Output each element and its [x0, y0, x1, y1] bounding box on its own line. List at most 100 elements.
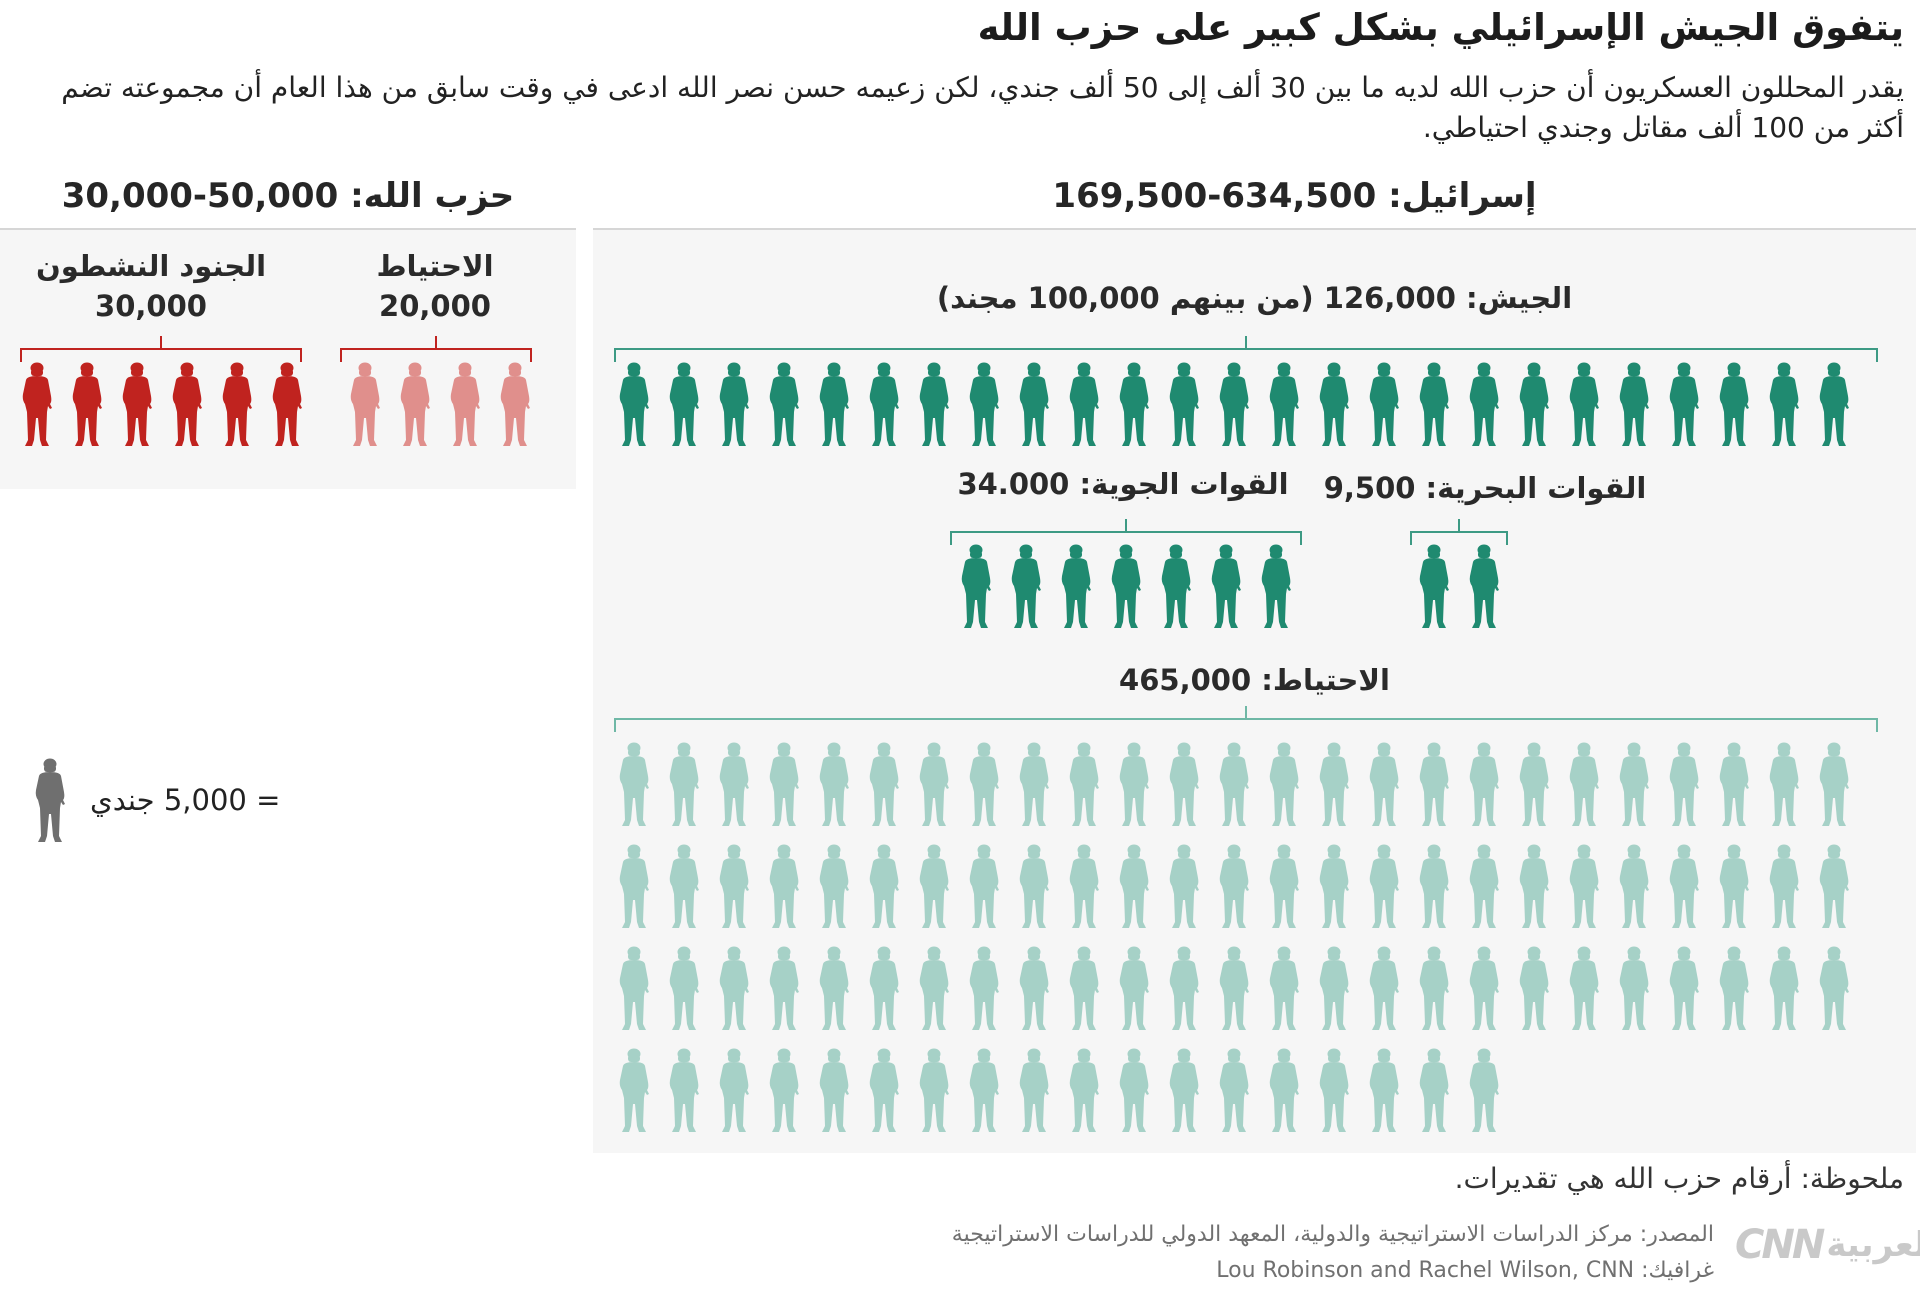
soldier-icon [1509, 944, 1559, 1032]
israel-panel: الجيش: 126,000 (من بينهم 100,000 مجند) ا… [593, 228, 1916, 1153]
soldier-icon [609, 360, 659, 448]
soldier-icon [759, 360, 809, 448]
soldier-icon [1359, 740, 1409, 828]
reserves-row [609, 944, 1859, 1032]
soldier-icon [809, 842, 859, 930]
soldier-icon [609, 842, 659, 930]
israel-airforce-bracket [950, 519, 1302, 545]
soldier-icon [1009, 360, 1059, 448]
soldier-icon [859, 842, 909, 930]
israel-airforce-label: القوات الجوية: 34.000 [957, 467, 1289, 501]
soldier-icon [759, 944, 809, 1032]
soldier-icon [62, 360, 112, 448]
soldier-icon [1009, 842, 1059, 930]
soldier-icon [1209, 944, 1259, 1032]
israel-army-bracket [614, 336, 1878, 362]
soldier-icon [1359, 360, 1409, 448]
hezbollah-reserve-label: الاحتياط [376, 249, 494, 283]
logo-arabic: بالعربية [1826, 1225, 1920, 1265]
soldier-icon [1709, 360, 1759, 448]
soldier-icon [1609, 944, 1659, 1032]
soldier-icon [1459, 740, 1509, 828]
soldier-icon [1609, 842, 1659, 930]
soldier-icon [659, 944, 709, 1032]
legend-text: = 5,000 جندي [90, 783, 281, 817]
soldier-icon [609, 740, 659, 828]
soldier-icon [1459, 1046, 1509, 1134]
footer-note: ملحوظة: أرقام حزب الله هي تقديرات. [1454, 1162, 1904, 1195]
soldier-icon [809, 1046, 859, 1134]
israel-navy-label: القوات البحرية: 9,500 [1323, 471, 1647, 505]
soldier-icon [1709, 740, 1759, 828]
soldier-icon [1059, 360, 1109, 448]
soldier-icon [1759, 944, 1809, 1032]
soldier-icon [1409, 1046, 1459, 1134]
israel-navy-icons [1409, 542, 1509, 630]
soldier-icon [1059, 1046, 1109, 1134]
soldier-icon [1709, 944, 1759, 1032]
israel-reserves-bracket [614, 706, 1878, 732]
reserves-row [609, 1046, 1509, 1134]
soldier-icon [490, 360, 540, 448]
soldier-icon [1709, 842, 1759, 930]
soldier-icon [162, 360, 212, 448]
soldier-icon [340, 360, 390, 448]
soldier-icon [1259, 1046, 1309, 1134]
soldier-icon [1259, 842, 1309, 930]
soldier-icon [1659, 740, 1709, 828]
soldier-icon [959, 1046, 1009, 1134]
soldier-icon [759, 842, 809, 930]
soldier-icon [1159, 842, 1209, 930]
israel-heading: إسرائيل: 634,500-169,500 [1052, 176, 1537, 216]
soldier-icon [1159, 1046, 1209, 1134]
soldier-icon [12, 360, 62, 448]
soldier-icon [1209, 842, 1259, 930]
soldier-icon [1359, 1046, 1409, 1134]
soldier-icon [959, 360, 1009, 448]
footer-source: المصدر: مركز الدراسات الاستراتيجية والدو… [951, 1222, 1714, 1247]
soldier-icon [709, 842, 759, 930]
soldier-icon [659, 360, 709, 448]
soldier-icon [1259, 740, 1309, 828]
soldier-icon [1409, 740, 1459, 828]
chart-subtitle: يقدر المحللون العسكريون أن حزب الله لديه… [61, 71, 1904, 144]
israel-army-icons [609, 360, 1859, 448]
soldier-icon [659, 842, 709, 930]
soldier-icon [959, 944, 1009, 1032]
soldier-icon [1309, 740, 1359, 828]
soldier-icon [759, 1046, 809, 1134]
soldier-icon [709, 740, 759, 828]
soldier-icon [709, 1046, 759, 1134]
soldier-icon [1101, 542, 1151, 630]
soldier-icon [909, 842, 959, 930]
soldier-icon [709, 360, 759, 448]
soldier-icon [1159, 944, 1209, 1032]
soldier-icon [1559, 740, 1609, 828]
soldier-icon [1051, 542, 1101, 630]
soldier-icon [1409, 542, 1459, 630]
soldier-icon [1609, 740, 1659, 828]
soldier-icon [1009, 1046, 1059, 1134]
soldier-icon [1809, 360, 1859, 448]
soldier-icon [1309, 842, 1359, 930]
soldier-icon [951, 542, 1001, 630]
soldier-icon [909, 1046, 959, 1134]
footer-credit: غرافيك: Lou Robinson and Rachel Wilson, … [1216, 1258, 1714, 1283]
soldier-icon [1109, 842, 1159, 930]
soldier-icon [1759, 360, 1809, 448]
soldier-icon [1509, 740, 1559, 828]
soldier-icon [1459, 944, 1509, 1032]
soldier-icon [1759, 842, 1809, 930]
soldier-icon [390, 360, 440, 448]
soldier-icon [709, 944, 759, 1032]
soldier-icon [1109, 360, 1159, 448]
soldier-icon [1259, 944, 1309, 1032]
soldier-icon [1209, 740, 1259, 828]
soldier-icon [1159, 740, 1209, 828]
soldier-icon [1359, 842, 1409, 930]
soldier-icon [1809, 740, 1859, 828]
soldier-icon [212, 360, 262, 448]
soldier-icon [659, 740, 709, 828]
soldier-icon [1659, 944, 1709, 1032]
soldier-icon [759, 740, 809, 828]
